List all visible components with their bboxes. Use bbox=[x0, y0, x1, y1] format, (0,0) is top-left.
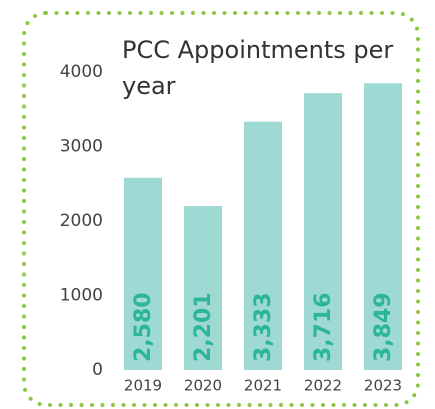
y-tick-label: 3000 bbox=[60, 137, 103, 157]
value-label: 2,201 bbox=[191, 292, 216, 362]
bar bbox=[364, 83, 402, 370]
x-tick-label: 2022 bbox=[304, 377, 342, 395]
x-tick-label: 2021 bbox=[244, 377, 282, 395]
y-tick-label: 2000 bbox=[60, 211, 103, 231]
y-tick-label: 1000 bbox=[60, 286, 103, 306]
bar bbox=[124, 177, 162, 370]
x-tick-label: 2019 bbox=[124, 377, 162, 395]
value-label: 3,716 bbox=[311, 292, 336, 362]
dotted-border bbox=[22, 11, 420, 407]
bar bbox=[184, 206, 222, 370]
x-tick-label: 2020 bbox=[184, 377, 222, 395]
x-tick-label: 2023 bbox=[364, 377, 402, 395]
y-tick-label: 4000 bbox=[60, 62, 103, 82]
value-label: 3,333 bbox=[251, 292, 276, 362]
bar bbox=[304, 93, 342, 371]
chart-title: PCC Appointments per year bbox=[122, 36, 394, 100]
value-label: 3,849 bbox=[371, 292, 396, 362]
bar bbox=[244, 121, 282, 370]
value-label: 2,580 bbox=[131, 292, 156, 362]
y-tick-label: 0 bbox=[92, 360, 103, 380]
